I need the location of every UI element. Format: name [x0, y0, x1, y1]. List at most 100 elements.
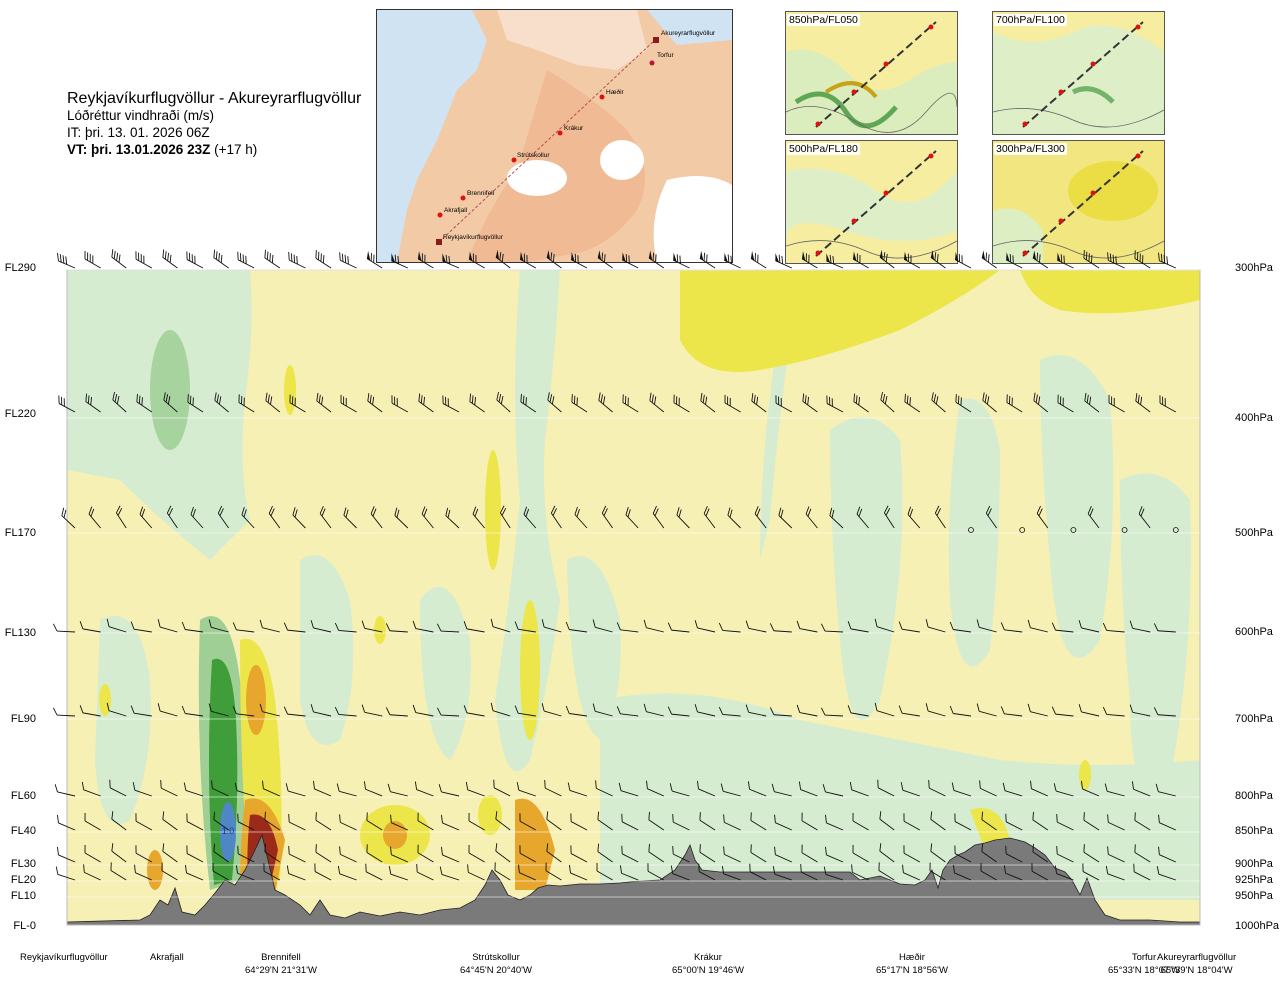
y-tick-left: FL30 — [10, 858, 36, 870]
wind-barb — [467, 864, 485, 881]
wind-barb — [1133, 863, 1151, 881]
wind-barb — [390, 846, 408, 863]
chart-title-block: Reykjavíkurflugvöllur - Akureyrarflugvöl… — [67, 90, 361, 158]
wind-barb — [616, 622, 639, 633]
wind-barb — [879, 843, 895, 863]
wind-barb — [700, 392, 716, 413]
wind-barb — [110, 862, 127, 881]
wind-barb — [570, 845, 588, 863]
wind-barb — [1000, 622, 1023, 633]
wind-barb — [976, 703, 997, 717]
heatmap-fields — [67, 270, 1200, 925]
downdraft-region — [760, 270, 800, 560]
wind-barb — [903, 813, 921, 831]
wind-barb — [771, 783, 792, 797]
wind-barb — [829, 507, 844, 529]
wind-barb — [1051, 622, 1074, 633]
wind-barb — [1057, 394, 1074, 413]
wind-barb — [879, 811, 895, 831]
wind-barb — [778, 507, 793, 529]
wind-barb — [157, 703, 178, 717]
wind-barb — [1153, 707, 1176, 717]
wind-barb — [343, 507, 357, 529]
wind-barb — [385, 623, 408, 633]
wind-barb — [979, 780, 997, 797]
map-label-torfur: Torfur — [657, 52, 674, 59]
updraft-extreme — [247, 814, 278, 895]
wind-barb — [852, 844, 869, 863]
map-label-strutskollur: Strútskollur — [517, 152, 550, 159]
wind-barb — [79, 705, 101, 717]
wind-barb — [749, 863, 767, 881]
wind-barb — [314, 863, 332, 881]
wind-barb — [85, 393, 101, 413]
wind-barb — [519, 813, 537, 831]
wind-barb — [442, 395, 460, 413]
wind-barb — [61, 507, 76, 529]
y-tick-right: 600hPa — [1235, 626, 1273, 638]
wind-barb — [1108, 394, 1125, 413]
wind-barb — [1005, 845, 1023, 863]
updraft-region — [520, 600, 540, 740]
wind-barb-calm — [1121, 527, 1128, 533]
wind-barb — [694, 704, 716, 717]
wind-barb — [490, 702, 511, 717]
wind-barb — [316, 392, 332, 413]
wind-barb — [514, 705, 536, 717]
wind-barb — [953, 864, 972, 881]
wind-barb — [931, 392, 946, 413]
y-tick-right: 950hPa — [1235, 890, 1273, 902]
wind-barb — [421, 506, 434, 529]
wind-barb — [852, 812, 869, 831]
wind-barb — [745, 620, 767, 633]
updraft-region — [360, 805, 430, 865]
y-tick-left: FL-0 — [13, 920, 36, 932]
wind-barb — [1082, 863, 1100, 881]
wind-barb — [135, 251, 153, 269]
wind-barb — [237, 251, 255, 269]
wind-barb — [214, 392, 229, 413]
wind-barb — [878, 862, 895, 881]
wind-barb — [516, 782, 536, 797]
wind-barb — [186, 845, 204, 863]
waypoint-label: Reykjavíkurflugvöllur — [20, 952, 108, 963]
wind-barb — [825, 846, 844, 863]
wind-barb — [1005, 813, 1023, 831]
wind-barb — [414, 781, 434, 797]
updraft-region — [99, 684, 111, 716]
inset-map-700: 700hPa/FL100 — [992, 11, 1165, 135]
wind-barb — [1102, 622, 1125, 633]
wind-barb — [826, 395, 844, 413]
inset-label-850: 850hPa/FL050 — [787, 14, 860, 26]
downdraft-region — [830, 417, 903, 720]
wind-barb — [262, 780, 280, 797]
wind-barb — [951, 782, 972, 797]
wind-barb — [597, 843, 613, 863]
inset-label-500: 500hPa/FL180 — [787, 143, 860, 155]
wind-barb — [703, 506, 716, 529]
wind-barb — [135, 845, 153, 863]
waypoint-label: Akrafjall — [150, 952, 184, 963]
variable-subtitle: Lóðréttur vindhraði (m/s) — [67, 108, 215, 123]
updraft-strong — [147, 850, 163, 890]
wind-barb — [625, 507, 639, 529]
issue-time: IT: þri. 13. 01. 2026 06Z — [67, 125, 210, 140]
wind-barb — [925, 703, 946, 717]
wind-barb — [550, 505, 562, 529]
wind-barb — [1159, 395, 1177, 413]
wind-barb — [774, 814, 792, 831]
wind-barb — [851, 864, 869, 881]
wind-barb — [853, 393, 869, 413]
wind-barb — [801, 812, 818, 831]
wind-barb — [235, 865, 255, 881]
downdraft-strong — [208, 658, 238, 885]
wind-barb — [976, 619, 997, 633]
wind-barb — [436, 623, 460, 633]
wind-barb — [310, 620, 332, 633]
wind-barb — [232, 622, 255, 633]
valid-time: VT: þri. 13.01.2026 23Z (+17 h) — [67, 142, 258, 157]
wind-barb — [745, 704, 767, 717]
wind-barb — [84, 250, 101, 269]
waypoint-label: Akureyrarflugvöllur 65°39'N 18°04'W — [1157, 952, 1237, 976]
wind-barb — [490, 618, 511, 633]
